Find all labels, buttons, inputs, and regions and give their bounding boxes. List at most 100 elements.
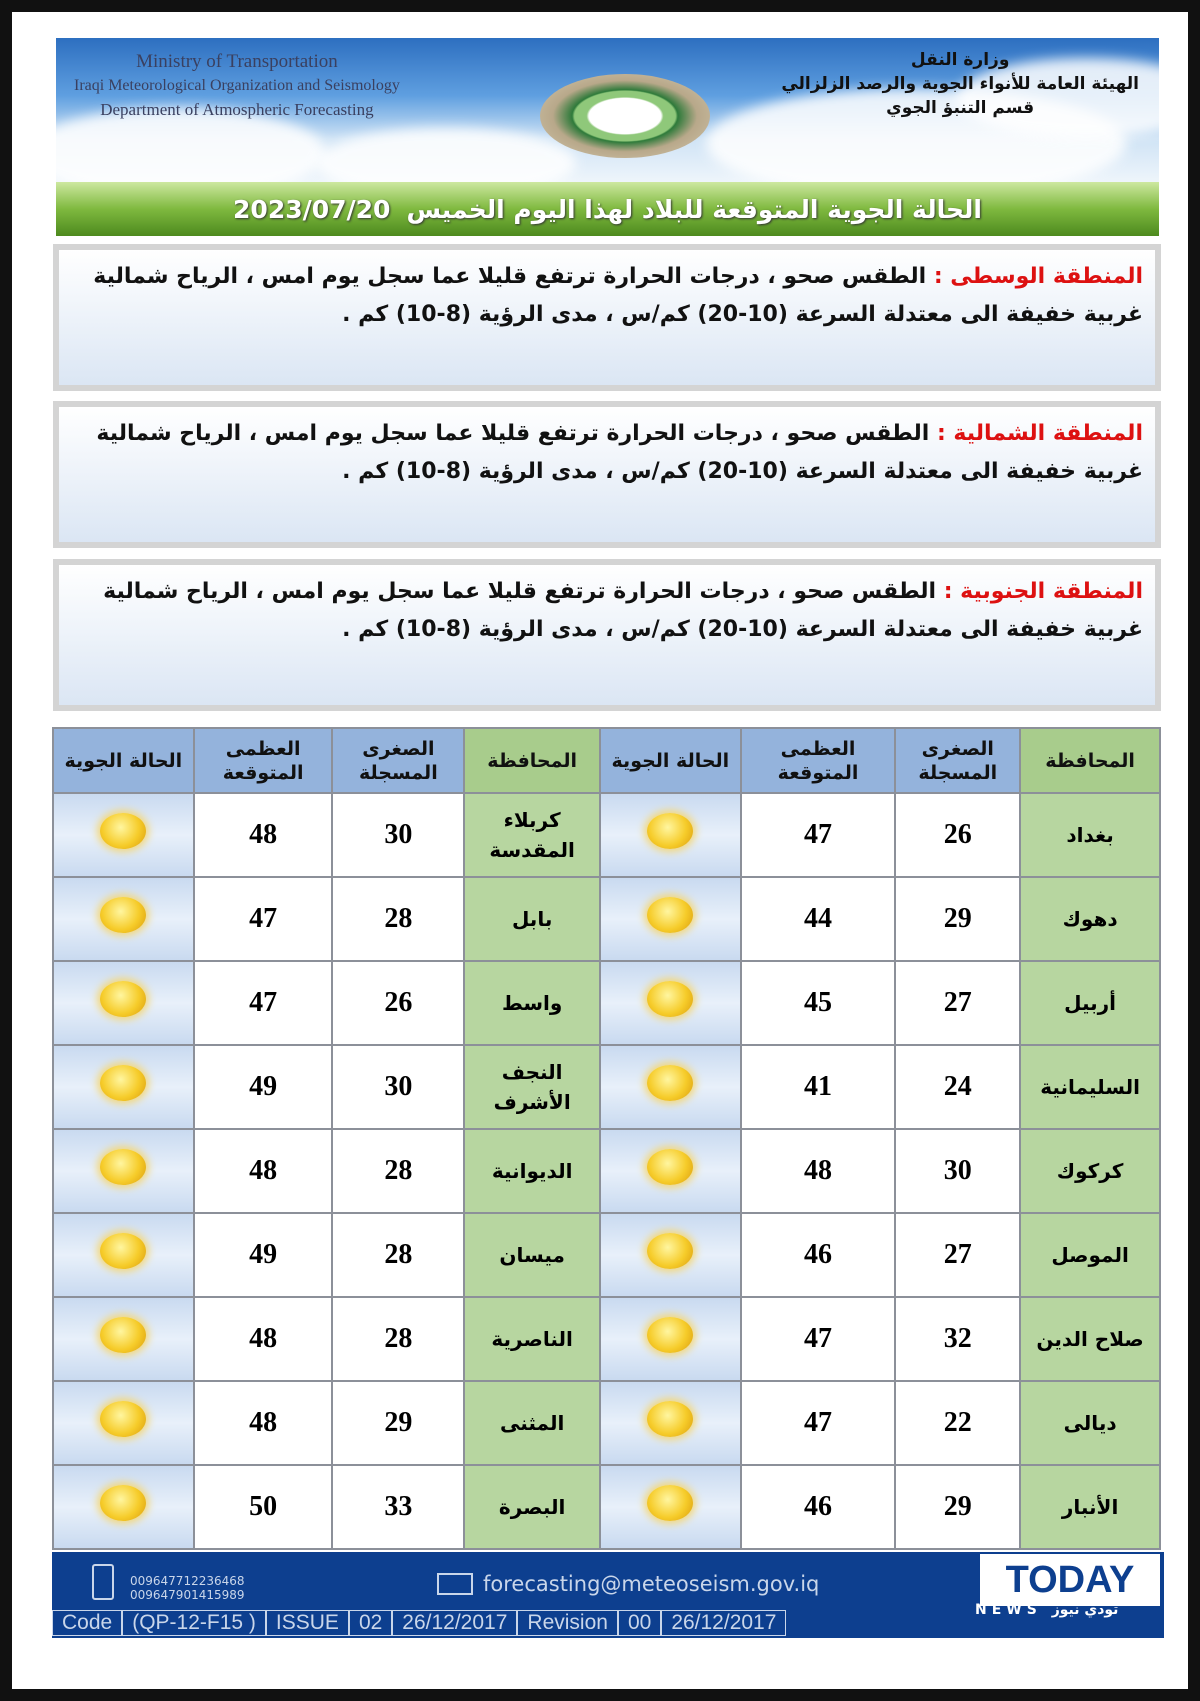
code-field: 02 <box>348 1610 393 1636</box>
watermark-sub: NEWS تودي نيوز <box>975 1602 1119 1618</box>
max-temp: 50 <box>192 1464 334 1550</box>
table-row: كركوك 30 48 الديوانية 28 48 <box>52 1128 1161 1214</box>
weather-cell <box>52 1296 195 1382</box>
min-temp: 26 <box>331 960 466 1046</box>
region-central: المنطقة الوسطى : الطقس صحو ، درجات الحرا… <box>53 244 1161 391</box>
department-name-en: Department of Atmospheric Forecasting <box>100 100 374 119</box>
max-temp: 45 <box>739 960 897 1046</box>
forecast-title: الحالة الجوية المتوقعة للبلاد لهذا اليوم… <box>56 182 1159 236</box>
email-address[interactable]: forecasting@meteoseism.gov.iq <box>483 1572 820 1596</box>
code-field: (QP-12-F15 ) <box>122 1610 266 1636</box>
organization-name-ar: الهيئة العامة للأنواء الجوية والرصد الزل… <box>781 74 1139 94</box>
code-field: 26/12/2017 <box>661 1610 787 1636</box>
weather-cell <box>52 1212 195 1298</box>
watermark-logo: TODAY <box>980 1554 1160 1606</box>
column-header: الصغرى المسجلة <box>894 727 1022 794</box>
province-name: صلاح الدين <box>1019 1296 1161 1382</box>
min-temp: 28 <box>331 1296 466 1382</box>
document-code-bar: Code (QP-12-F15 ) ISSUE 02 26/12/2017 Revisio… <box>52 1610 787 1636</box>
max-temp: 49 <box>192 1044 334 1130</box>
code-field: Code <box>52 1610 123 1636</box>
weather-cell <box>52 792 195 878</box>
table-row: دهوك 29 44 بابل 28 47 <box>52 876 1161 962</box>
min-temp: 24 <box>894 1044 1022 1130</box>
sun-icon <box>100 1401 147 1437</box>
sun-icon <box>647 897 694 933</box>
weather-cell <box>599 1296 742 1382</box>
table-row: أربيل 27 45 واسط 26 47 <box>52 960 1161 1046</box>
weather-cell <box>52 1128 195 1214</box>
title-text: الحالة الجوية المتوقعة للبلاد لهذا اليوم… <box>406 194 982 224</box>
temperature-table: المحافظة الصغرى المسجلة العظمى المتوقعة الح… <box>52 727 1161 1550</box>
column-header: العظمى المتوقعة <box>739 727 897 794</box>
weather-cell <box>599 1380 742 1466</box>
code-field: 00 <box>617 1610 662 1636</box>
region-label: المنطقة الجنوبية : <box>943 579 1143 604</box>
email-contact: forecasting@meteoseism.gov.iq <box>437 1572 819 1596</box>
phone-icon <box>92 1564 114 1600</box>
min-temp: 30 <box>331 1044 466 1130</box>
weather-cell <box>599 1464 742 1550</box>
max-temp: 47 <box>192 876 334 962</box>
region-south: المنطقة الجنوبية : الطقس صحو ، درجات الح… <box>53 559 1161 711</box>
weather-cell <box>599 1212 742 1298</box>
weather-cell <box>599 960 742 1046</box>
province-name: النجف الأشرف <box>463 1044 602 1130</box>
province-name: ميسان <box>463 1212 602 1298</box>
region-text: الطقس صحو ، درجات الحرارة ترتفع قليلا عم… <box>93 264 1143 327</box>
header-banner: Ministry of Transportation Iraqi Meteoro… <box>56 38 1159 182</box>
province-name: الأنبار <box>1019 1464 1161 1550</box>
sun-icon <box>100 1485 147 1521</box>
phone-number: 009647901415989 <box>130 1588 245 1602</box>
max-temp: 47 <box>192 960 334 1046</box>
sun-icon <box>100 1149 147 1185</box>
phone-numbers: 009647712236468 009647901415989 <box>130 1574 245 1602</box>
table-row: ديالى 22 47 المثنى 29 48 <box>52 1380 1161 1466</box>
max-temp: 41 <box>739 1044 897 1130</box>
weather-cell <box>599 1044 742 1130</box>
province-name: البصرة <box>463 1464 602 1550</box>
column-header: المحافظة <box>463 727 602 794</box>
province-name: كربلاء المقدسة <box>463 792 602 878</box>
province-name: واسط <box>463 960 602 1046</box>
region-text: الطقس صحو ، درجات الحرارة ترتفع قليلا عم… <box>103 579 1143 642</box>
phone-number: 009647712236468 <box>130 1574 245 1588</box>
weather-cell <box>52 1044 195 1130</box>
min-temp: 29 <box>331 1380 466 1466</box>
arabic-header: وزارة النقل الهيئة العامة للأنواء الجوية… <box>781 48 1139 120</box>
sun-icon <box>647 1065 694 1101</box>
min-temp: 28 <box>331 1212 466 1298</box>
max-temp: 48 <box>739 1128 897 1214</box>
sun-icon <box>100 1065 147 1101</box>
max-temp: 47 <box>739 1296 897 1382</box>
region-text: الطقس صحو ، درجات الحرارة ترتفع قليلا عم… <box>96 421 1143 484</box>
department-name-ar: قسم التنبؤ الجوي <box>886 98 1035 118</box>
province-name: الموصل <box>1019 1212 1161 1298</box>
max-temp: 48 <box>192 792 334 878</box>
table-row: الأنبار 29 46 البصرة 33 50 <box>52 1464 1161 1550</box>
code-field: Revision <box>517 1610 618 1636</box>
min-temp: 22 <box>894 1380 1022 1466</box>
weather-cell <box>52 1464 195 1550</box>
max-temp: 44 <box>739 876 897 962</box>
column-header: العظمى المتوقعة <box>192 727 334 794</box>
min-temp: 29 <box>894 876 1022 962</box>
table-row: الموصل 27 46 ميسان 28 49 <box>52 1212 1161 1298</box>
sun-icon <box>647 1485 694 1521</box>
ministry-name-ar: وزارة النقل <box>910 50 1010 70</box>
sun-icon <box>100 1317 147 1353</box>
province-name: دهوك <box>1019 876 1161 962</box>
max-temp: 48 <box>192 1128 334 1214</box>
max-temp: 46 <box>739 1464 897 1550</box>
weather-cell <box>599 792 742 878</box>
sun-icon <box>647 1317 694 1353</box>
ministry-name-en: Ministry of Transportation <box>136 51 338 72</box>
region-label: المنطقة الشمالية : <box>936 421 1143 446</box>
province-name: المثنى <box>463 1380 602 1466</box>
province-name: السليمانية <box>1019 1044 1161 1130</box>
province-name: الناصرية <box>463 1296 602 1382</box>
weather-cell <box>52 960 195 1046</box>
min-temp: 32 <box>894 1296 1022 1382</box>
code-field: 26/12/2017 <box>392 1610 518 1636</box>
province-name: بغداد <box>1019 792 1161 878</box>
